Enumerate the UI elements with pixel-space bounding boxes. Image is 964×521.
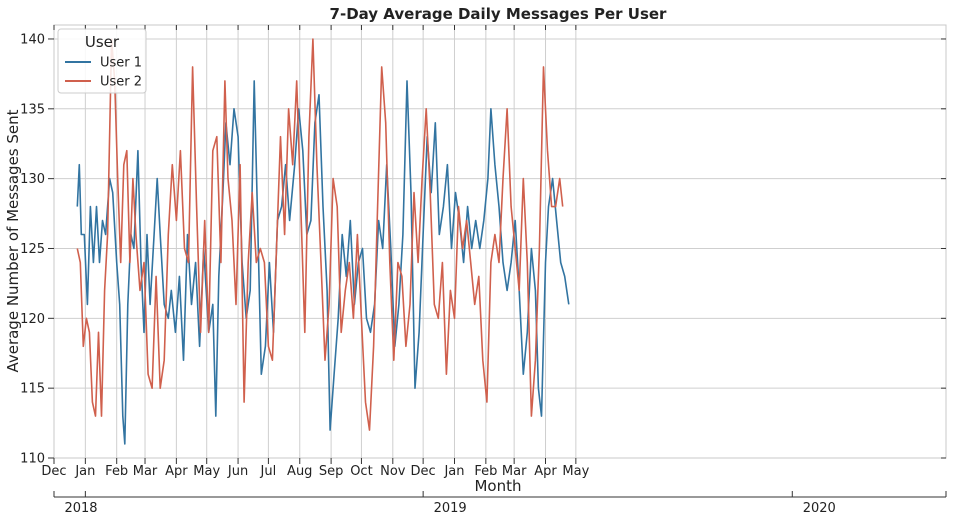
- x-tick-label: Feb: [105, 464, 128, 479]
- year-axis: 2018 2019 2020: [53, 491, 947, 516]
- x-tick-label: Mar: [502, 464, 527, 479]
- x-tick-label: Jul: [260, 464, 277, 479]
- year-tick-label: 2019: [434, 501, 467, 516]
- x-tick-label: Jun: [227, 464, 248, 479]
- legend-box: [57, 28, 147, 94]
- x-tick-label: Mar: [133, 464, 158, 479]
- x-tick-label: Aug: [287, 464, 312, 479]
- x-tick-label: Sep: [319, 464, 344, 479]
- y-tick-label: 115: [20, 382, 45, 397]
- x-tick-label: May: [193, 464, 220, 479]
- legend: User User 1 User 2: [57, 28, 147, 94]
- y-tick-label: 120: [20, 312, 45, 327]
- y-tick-label: 125: [20, 242, 45, 257]
- y-axis: 110 115 120 125 130 135 140: [20, 32, 946, 467]
- series-lines: [76, 38, 570, 445]
- y-tick-label: 130: [20, 172, 45, 187]
- legend-title: User: [85, 33, 120, 51]
- y-tick-label: 135: [20, 102, 45, 117]
- x-tick-label: Dec: [411, 464, 436, 479]
- x-tick-label: May: [562, 464, 589, 479]
- x-axis: Dec Jan Feb Mar Apr May Jun Jul Aug Sep Oct Nov Dec J…: [41, 25, 590, 479]
- x-tick-label: Jan: [443, 464, 464, 479]
- y-tick-label: 110: [20, 452, 45, 467]
- y-tick-label: 140: [20, 32, 45, 47]
- x-tick-label: Dec: [41, 464, 66, 479]
- x-tick-label: Apr: [534, 464, 557, 479]
- x-tick-label: Nov: [380, 464, 406, 479]
- x-tick-label: Jan: [74, 464, 95, 479]
- legend-label-1: User 1: [100, 56, 142, 71]
- chart-title: 7-Day Average Daily Messages Per User: [330, 5, 668, 23]
- series-line-1: [76, 80, 570, 445]
- x-tick-label: Apr: [165, 464, 188, 479]
- y-axis-title: Average Number of Messages Sent: [4, 109, 22, 372]
- year-tick-label: 2018: [64, 501, 97, 516]
- x-tick-label: Feb: [474, 464, 497, 479]
- x-tick-label: Oct: [350, 464, 372, 479]
- x-axis-title: Month: [474, 477, 521, 495]
- plot-frame: [53, 24, 947, 459]
- legend-label-2: User 2: [100, 75, 142, 90]
- year-tick-label: 2020: [803, 501, 836, 516]
- series-line-2: [76, 38, 564, 431]
